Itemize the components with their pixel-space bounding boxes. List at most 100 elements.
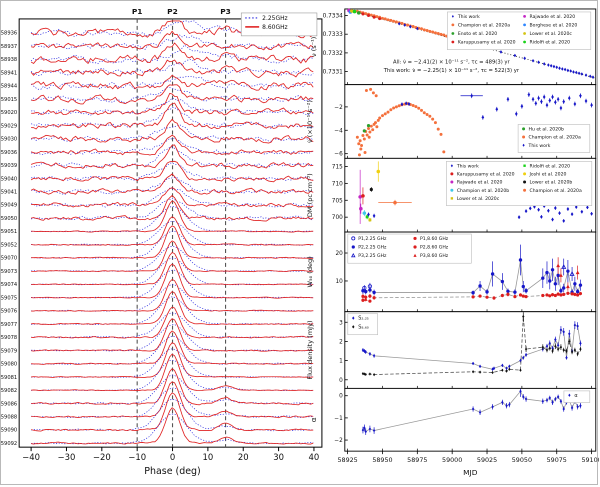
data-point [578,283,583,287]
x-tick-label: 59000 [442,456,462,464]
data-point [524,209,528,213]
y-axis-label: α [309,417,318,422]
data-point [451,32,455,35]
y-tick-label: 0.7334 [323,13,344,19]
data-point [556,395,560,399]
data-point [471,370,475,374]
profile-8.60ghz [31,74,314,91]
data-point [556,347,560,351]
legend-item-label: P1,8.60 GHz [420,236,449,242]
pulse-profile-row [30,134,314,156]
data-point [508,402,511,407]
data-point [548,294,552,298]
data-point [570,406,574,410]
data-point [368,288,372,292]
mjd-row-label: 59015 [1,97,17,103]
pulse-profile-row [30,59,314,79]
profile-8.60ghz [30,134,314,156]
data-point [551,217,554,222]
legend-item-label: Karuppusamy et al. 2020 [458,40,516,46]
x-tick-label: 58925 [337,456,357,464]
data-point [376,169,381,174]
pulse-profile-row [31,200,314,233]
mjd-row-label: 59070 [1,256,17,262]
data-point [500,293,504,298]
data-point [491,405,494,409]
data-point [523,188,527,192]
data-point [357,142,361,146]
profile-2.25ghz [31,374,314,405]
data-point [358,195,362,199]
data-point [522,135,526,139]
data-point [422,111,426,115]
data-point [569,69,572,73]
pulse-profile-row [30,144,314,170]
profile-8.60ghz [31,407,314,445]
data-point [522,143,525,147]
y-tick-label: 715 [332,164,343,170]
series-enoto-et-al-2020 [356,11,361,15]
data-point [406,23,410,27]
pulse-profile-row [30,74,314,91]
data-point [499,50,503,54]
data-point [567,96,571,100]
data-point [428,114,432,118]
data-point [373,121,377,125]
data-point [554,397,557,401]
data-point [361,134,365,138]
data-point [420,108,423,112]
data-point [431,117,435,121]
legend-item-label: P1,2.25 GHz [358,236,387,242]
legend-item-label: P2,2.25 GHz [358,245,387,251]
x-tick-label: 58950 [372,456,392,464]
data-point [371,91,375,95]
data-point [359,147,363,151]
data-point [541,399,545,403]
data-point [411,103,415,107]
data-point [420,27,423,31]
data-point [523,14,526,18]
data-point [380,114,384,118]
data-point [425,112,429,116]
data-point [361,194,365,198]
data-point [372,373,376,377]
data-point [573,348,577,352]
profile-8.60ghz [31,225,314,259]
mjd-row-label: 59049 [1,203,17,209]
data-point [556,263,561,268]
data-point [372,296,376,300]
data-point [349,9,354,13]
data-point [361,428,365,432]
data-point [545,270,549,275]
mjd-row-label: 59081 [1,375,17,381]
pulse-profile-row [31,187,314,208]
series-ridolfi-et-al-2020 [365,214,369,220]
data-point [372,290,376,295]
pulse-profile-row [31,381,314,419]
profile-8.60ghz [31,353,314,392]
legend-box [347,233,472,264]
mjd-row-label: 59020 [1,110,17,116]
data-point [559,328,563,332]
data-point [362,137,366,141]
legend-item-label: Rajwade et al. 2020 [530,14,576,20]
x-tick-label: −20 [93,452,111,462]
data-point [550,268,555,272]
y-tick-label: 0.7331 [323,70,344,76]
legend-flux: S₂.₂₅ S₈.₆₀ [347,313,378,336]
data-point [514,112,518,116]
panel-border [344,311,597,389]
data-point [362,129,366,133]
data-point [566,284,570,289]
series-line [362,316,581,375]
series-s8-60 [361,312,582,377]
data-point [374,94,378,98]
data-point [506,292,510,296]
data-point [576,324,579,328]
data-point [524,289,528,293]
data-point [559,289,563,293]
data-point [400,21,404,25]
data-point [439,132,443,136]
data-point [371,128,375,132]
